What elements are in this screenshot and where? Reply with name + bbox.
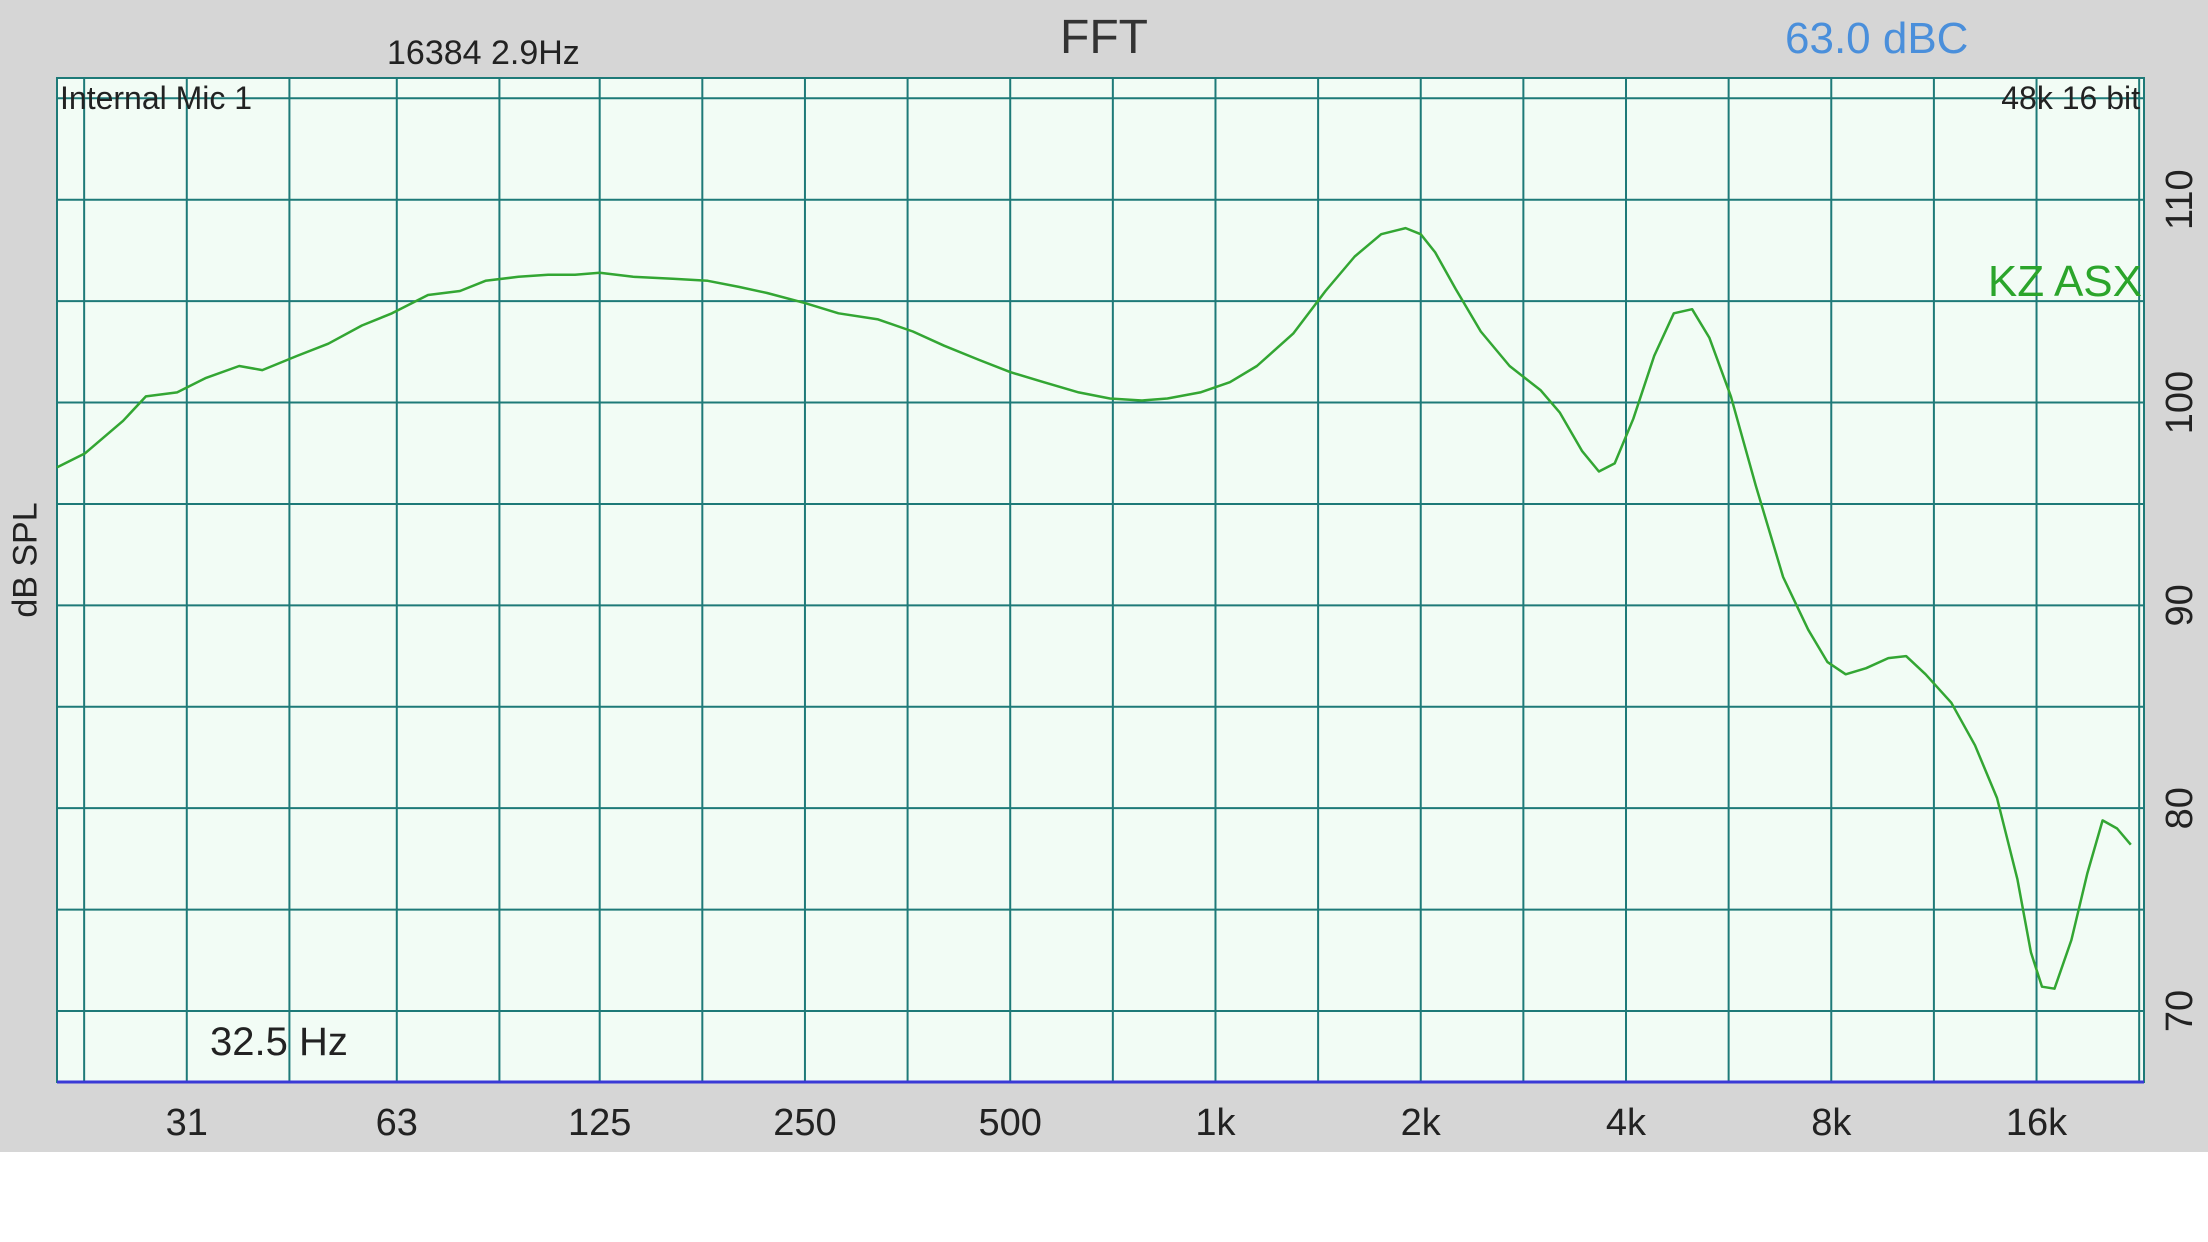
y-tick-label: 70 [2159,990,2201,1032]
x-tick-labels: 31 63 125 250 500 1k 2k 4k 8k 16k [166,1102,2069,1144]
fft-chart[interactable]: 31 63 125 250 500 1k 2k 4k 8k 16k 70 80 90 100 110 [0,0,2208,1152]
x-tick-label: 31 [166,1102,208,1144]
x-tick-label: 63 [376,1102,418,1144]
y-tick-label: 100 [2159,371,2201,434]
series-line-kz-asx [56,226,2132,990]
x-tick-label: 500 [979,1102,1042,1144]
input-device-label: Internal Mic 1 [60,80,253,116]
x-tick-label: 125 [568,1102,631,1144]
sample-format-label: 48k 16 bit [2001,80,2140,116]
fft-size-resolution: 16384 2.9Hz [387,34,580,72]
x-tick-label: 4k [1606,1102,1647,1144]
series-legend-label: KZ ASX [1987,257,2142,306]
x-tick-label: 1k [1195,1102,1236,1144]
x-tick-label: 16k [2006,1102,2068,1144]
y-tick-labels: 70 80 90 100 110 [2159,169,2201,1032]
x-tick-label: 8k [1811,1102,1852,1144]
y-tick-label: 90 [2159,584,2201,626]
x-tick-label: 2k [1401,1102,1442,1144]
y-tick-label: 80 [2159,787,2201,829]
level-readout: 63.0 dBC [1785,14,1969,63]
cursor-frequency-readout: 32.5 Hz [210,1020,348,1064]
y-axis-label: dB SPL [6,502,45,618]
page-title: FFT [1060,11,1148,64]
x-tick-label: 250 [773,1102,836,1144]
plot-area [57,78,2144,1082]
y-tick-label: 110 [2159,169,2201,230]
fft-analyzer-screen: 31 63 125 250 500 1k 2k 4k 8k 16k 70 80 90 100 110 FF… [0,0,2208,1152]
